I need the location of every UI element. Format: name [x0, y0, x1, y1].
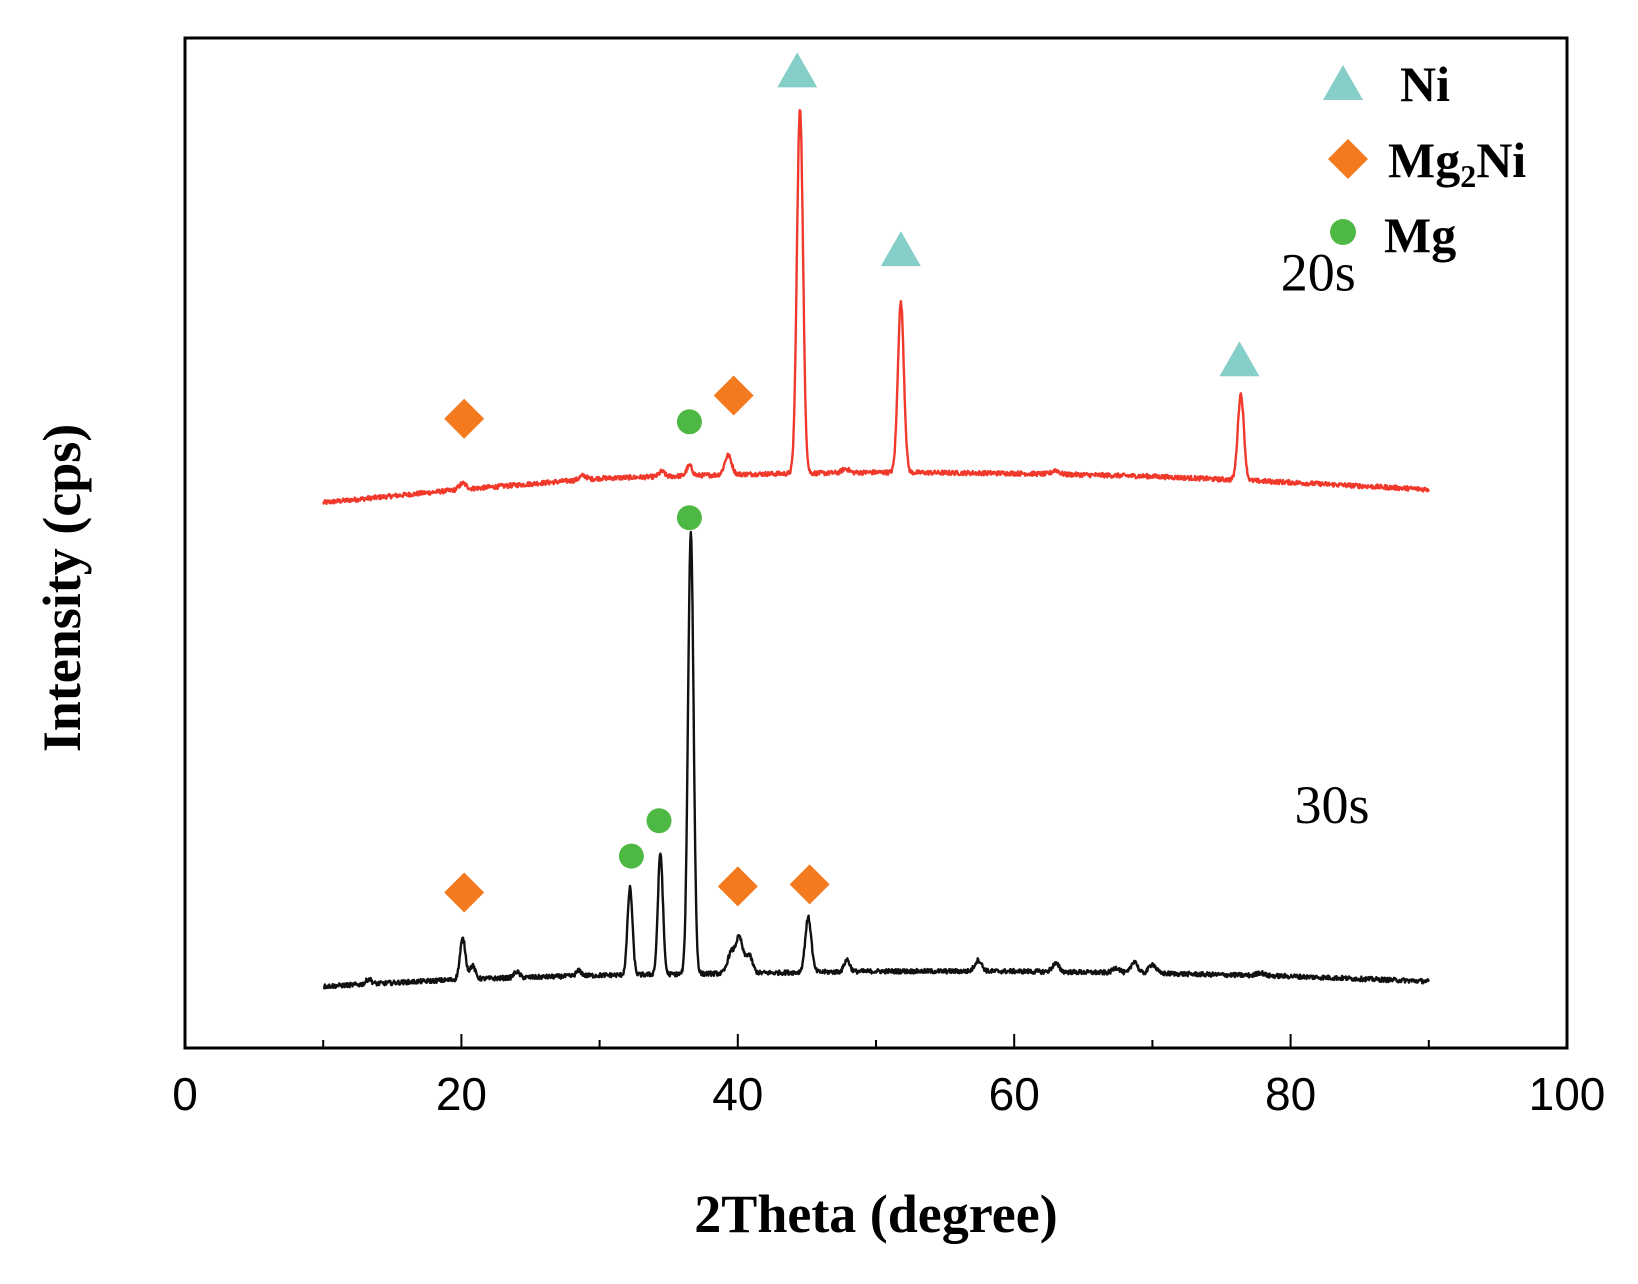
x-tick-label: 80 [1265, 1068, 1316, 1120]
series-line-30s [322, 530, 1430, 990]
x-tick-label: 0 [172, 1068, 198, 1120]
marker-ni-20s [880, 231, 921, 267]
series-labels: 20s 30s [1281, 243, 1370, 835]
marker-mg2ni-30s [444, 872, 485, 913]
x-axis-tick-labels: 0 20 40 60 80 100 [172, 1068, 1605, 1120]
series-layer [322, 109, 1430, 990]
marker-ni-20s [1219, 341, 1260, 377]
marker-mg-30s [676, 505, 702, 531]
legend-mg2ni-main: Mg [1388, 132, 1460, 188]
plot-frame [183, 36, 1569, 1050]
marker-mg2ni-30s [717, 866, 758, 907]
marker-mg2ni-20s [713, 375, 754, 416]
marker-mg-30s [618, 843, 644, 869]
legend-mg2ni-tail: Ni [1476, 132, 1526, 188]
x-axis-ticks [184, 1034, 1568, 1048]
legend-ni-marker [1323, 65, 1363, 100]
marker-ni-20s [777, 52, 818, 88]
y-axis-title: Intensity (cps) [32, 424, 92, 753]
marker-mg-30s [646, 808, 672, 834]
marker-mg2ni-30s [789, 864, 830, 905]
x-tick-label: 40 [712, 1068, 763, 1120]
series-label-20s: 20s [1281, 243, 1356, 303]
legend-ni-label: Ni [1400, 56, 1450, 112]
x-tick-label: 20 [436, 1068, 487, 1120]
x-tick-label: 60 [989, 1068, 1040, 1120]
legend-mg-label: Mg [1384, 207, 1456, 263]
series-label-30s: 30s [1295, 775, 1370, 835]
x-tick-label: 100 [1529, 1068, 1606, 1120]
legend-mg2ni-sub: 2 [1460, 158, 1476, 194]
legend-mg-marker [1330, 219, 1356, 245]
legend-item-mg: Mg [1330, 207, 1456, 263]
legend-mg2ni-marker [1328, 139, 1368, 179]
series-line-20s [322, 109, 1430, 505]
marker-mg-20s [676, 409, 702, 435]
legend-item-mg2ni: Mg2Ni [1328, 132, 1526, 194]
legend-item-ni: Ni [1323, 56, 1450, 112]
x-axis-title: 2Theta (degree) [694, 1184, 1057, 1244]
legend-mg2ni-label: Mg2Ni [1388, 132, 1526, 194]
legend: Ni Mg2Ni Mg [1323, 56, 1526, 263]
marker-layer [444, 52, 1260, 913]
marker-mg2ni-20s [444, 398, 485, 439]
